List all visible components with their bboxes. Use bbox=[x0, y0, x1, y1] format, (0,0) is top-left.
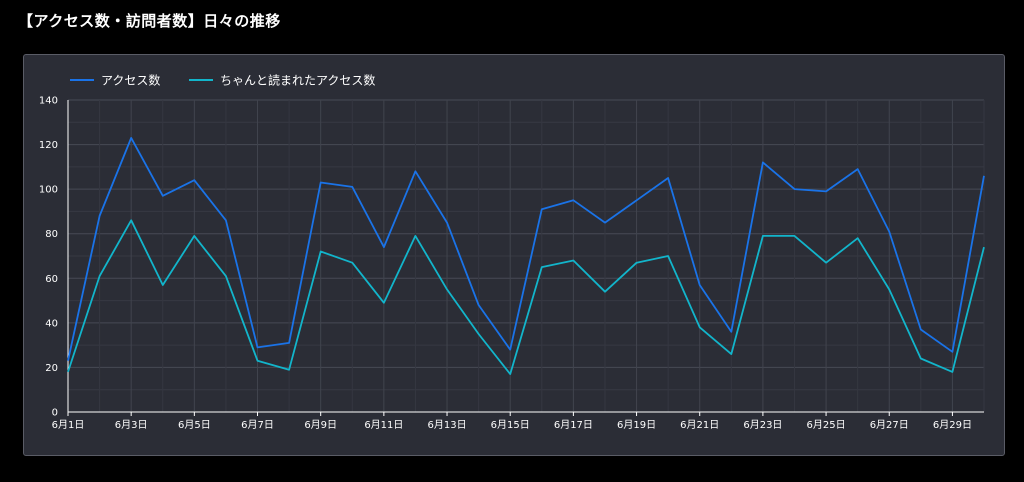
x-tick-label: 6月27日 bbox=[870, 419, 909, 431]
y-tick-label: 60 bbox=[45, 274, 58, 285]
x-tick-label: 6月1日 bbox=[52, 419, 85, 431]
y-tick-label: 100 bbox=[39, 185, 58, 196]
y-tick-label: 40 bbox=[45, 318, 58, 329]
x-tick-label: 6月17日 bbox=[554, 419, 593, 431]
x-tick-label: 6月9日 bbox=[304, 419, 337, 431]
y-tick-label: 120 bbox=[39, 140, 58, 151]
x-tick-label: 6月3日 bbox=[115, 419, 148, 431]
x-tick-label: 6月5日 bbox=[178, 419, 211, 431]
chart-panel bbox=[23, 54, 1005, 456]
x-tick-label: 6月11日 bbox=[364, 419, 403, 431]
x-tick-label: 6月15日 bbox=[491, 419, 530, 431]
x-tick-label: 6月23日 bbox=[743, 419, 782, 431]
y-tick-label: 20 bbox=[45, 363, 58, 374]
x-tick-label: 6月29日 bbox=[933, 419, 972, 431]
page-title: 【アクセス数・訪問者数】日々の推移 bbox=[18, 12, 281, 30]
x-tick-label: 6月13日 bbox=[427, 419, 466, 431]
x-tick-label: 6月7日 bbox=[241, 419, 274, 431]
y-tick-label: 140 bbox=[39, 96, 58, 107]
y-tick-label: 80 bbox=[45, 229, 58, 240]
axes: 0 20 40 60 80 100 120 140 6月1日 6月3日 6月5日 6月7日 6月9日 6月… bbox=[39, 96, 984, 431]
x-tick-label: 6月25日 bbox=[807, 419, 846, 431]
series-line-2 bbox=[67, 219, 985, 376]
series-line-1 bbox=[67, 136, 985, 361]
grid-lines bbox=[67, 99, 985, 412]
y-tick-label: 0 bbox=[52, 408, 58, 419]
legend-label-1: アクセス数 bbox=[101, 73, 160, 88]
legend-label-2: ちゃんと読まれたアクセス数 bbox=[220, 73, 375, 88]
x-tick-label: 6月21日 bbox=[680, 419, 719, 431]
x-tick-label: 6月19日 bbox=[617, 419, 656, 431]
series-lines bbox=[67, 136, 985, 376]
legend: アクセス数 ちゃんと読まれたアクセス数 bbox=[70, 73, 375, 88]
